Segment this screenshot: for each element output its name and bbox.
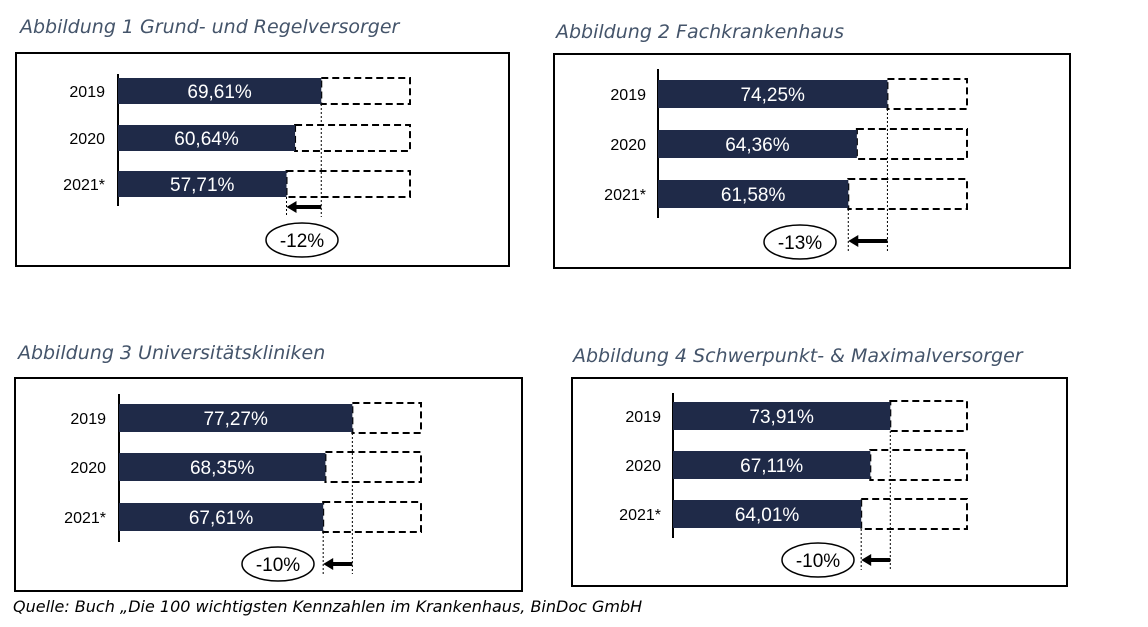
bar-value-label: 60,64% <box>174 129 239 150</box>
bar-value-label: 64,01% <box>735 505 800 526</box>
source-note: Quelle: Buch „Die 100 wichtigsten Kennza… <box>13 597 643 616</box>
category-label: 2019 <box>625 409 661 426</box>
decline-arrow-head <box>861 554 872 566</box>
bar <box>119 503 324 531</box>
bar-value-label: 67,61% <box>189 508 254 529</box>
decline-arrow-head <box>286 201 297 213</box>
bar <box>658 80 888 108</box>
change-oval <box>781 542 855 578</box>
bar-value-label: 57,71% <box>170 175 235 196</box>
remainder-outline <box>855 128 969 160</box>
bar <box>673 402 891 430</box>
change-label: -10% <box>256 555 300 576</box>
figure-1-title: Abbildung 1 Grund- und Regelversorger <box>20 16 400 38</box>
figure-2-chart: 74,25% 2019 64,36% 2020 61,58% 2021* -13% <box>604 69 969 260</box>
remainder-outline <box>324 451 422 483</box>
figure-1-chart: 69,61% 2019 60,64% 2020 57,71% 2021* -12% <box>63 74 412 258</box>
change-oval <box>763 224 837 260</box>
bar <box>658 130 857 158</box>
figure-1-panel: 69,61% 2019 60,64% 2020 57,71% 2021* -12% <box>15 52 510 267</box>
category-label: 2021* <box>604 187 646 204</box>
bar-value-label: 74,25% <box>740 85 805 106</box>
decline-arrow-head <box>323 558 334 570</box>
category-label: 2021* <box>63 177 105 194</box>
change-oval <box>241 546 315 582</box>
remainder-outline <box>320 77 411 105</box>
bar-value-label: 64,36% <box>725 135 790 156</box>
bar-value-label: 67,11% <box>740 456 803 477</box>
figure-2-panel: 74,25% 2019 64,36% 2020 61,58% 2021* -13% <box>553 53 1071 269</box>
category-label: 2020 <box>610 137 646 154</box>
bar-value-label: 61,58% <box>721 185 786 206</box>
figure-4-title: Abbildung 4 Schwerpunkt- & Maximalversor… <box>573 345 1023 367</box>
bar <box>658 180 849 208</box>
change-oval <box>265 222 339 258</box>
figure-3-panel: 77,27% 2019 68,35% 2020 67,61% 2021* -10% <box>14 377 523 592</box>
figure-3-chart: 77,27% 2019 68,35% 2020 67,61% 2021* -10% <box>64 394 423 582</box>
change-label: -12% <box>280 231 324 252</box>
remainder-outline <box>294 124 411 152</box>
bar <box>673 500 862 528</box>
bar <box>118 125 296 151</box>
category-label: 2019 <box>70 411 106 428</box>
figure-4-panel: 73,91% 2019 67,11% 2020 64,01% 2021* -10% <box>571 377 1068 587</box>
figure-2-title: Abbildung 2 Fachkrankenhaus <box>556 21 844 43</box>
bar-value-label: 77,27% <box>203 409 268 430</box>
bar <box>119 453 326 481</box>
bar-value-label: 69,61% <box>187 82 252 103</box>
remainder-outline <box>351 402 423 434</box>
category-label: 2020 <box>69 131 105 148</box>
bar <box>673 451 871 479</box>
remainder-outline <box>860 498 968 530</box>
change-label: -13% <box>778 233 822 254</box>
bar <box>118 78 322 104</box>
figure-4-chart: 73,91% 2019 67,11% 2020 64,01% 2021* -10% <box>619 393 969 578</box>
bar <box>119 404 353 432</box>
category-label: 2020 <box>70 460 106 477</box>
category-label: 2021* <box>64 510 106 527</box>
figure-3-title: Abbildung 3 Universitätskliniken <box>18 342 326 364</box>
remainder-outline <box>889 400 969 432</box>
bar-value-label: 68,35% <box>190 458 255 479</box>
bar <box>118 171 287 197</box>
remainder-outline <box>847 178 968 210</box>
category-label: 2019 <box>610 87 646 104</box>
remainder-outline <box>886 78 968 110</box>
remainder-outline <box>869 449 969 481</box>
remainder-outline <box>322 501 422 533</box>
decline-arrow-head <box>848 235 859 247</box>
category-label: 2021* <box>619 507 661 524</box>
category-label: 2019 <box>69 84 105 101</box>
bar-value-label: 73,91% <box>749 407 814 428</box>
category-label: 2020 <box>625 458 661 475</box>
remainder-outline <box>285 170 412 198</box>
change-label: -10% <box>796 551 840 572</box>
